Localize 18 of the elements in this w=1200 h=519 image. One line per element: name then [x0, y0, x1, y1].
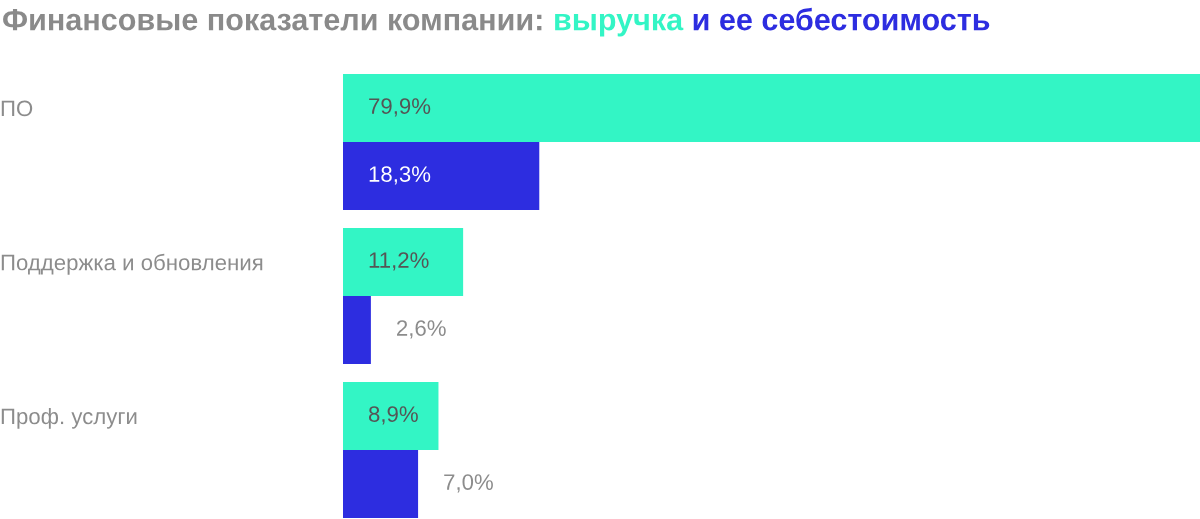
bar — [343, 74, 1200, 142]
data-label: 79,9% — [369, 98, 431, 117]
series-label: выручка — [555, 13, 684, 37]
data-label: 2,6% — [397, 320, 446, 339]
text: и ее себестоимость — [693, 7, 990, 31]
bar — [343, 450, 419, 518]
data-label: 18,3% — [369, 166, 431, 185]
data-label: 8,9% — [368, 406, 418, 425]
data-label: 7,0% — [444, 474, 493, 493]
y-tick-label: Поддержка и обновления — [1, 253, 263, 275]
bar — [343, 142, 540, 210]
chart-title: Финансовые показатели компании: — [3, 8, 542, 31]
y-tick-label: ПО — [1, 100, 33, 117]
data-label: 11,2% — [369, 252, 429, 271]
bar — [343, 382, 439, 450]
bar — [343, 296, 371, 364]
y-tick-label: Проф. услуги — [1, 407, 137, 429]
bar — [343, 228, 464, 296]
